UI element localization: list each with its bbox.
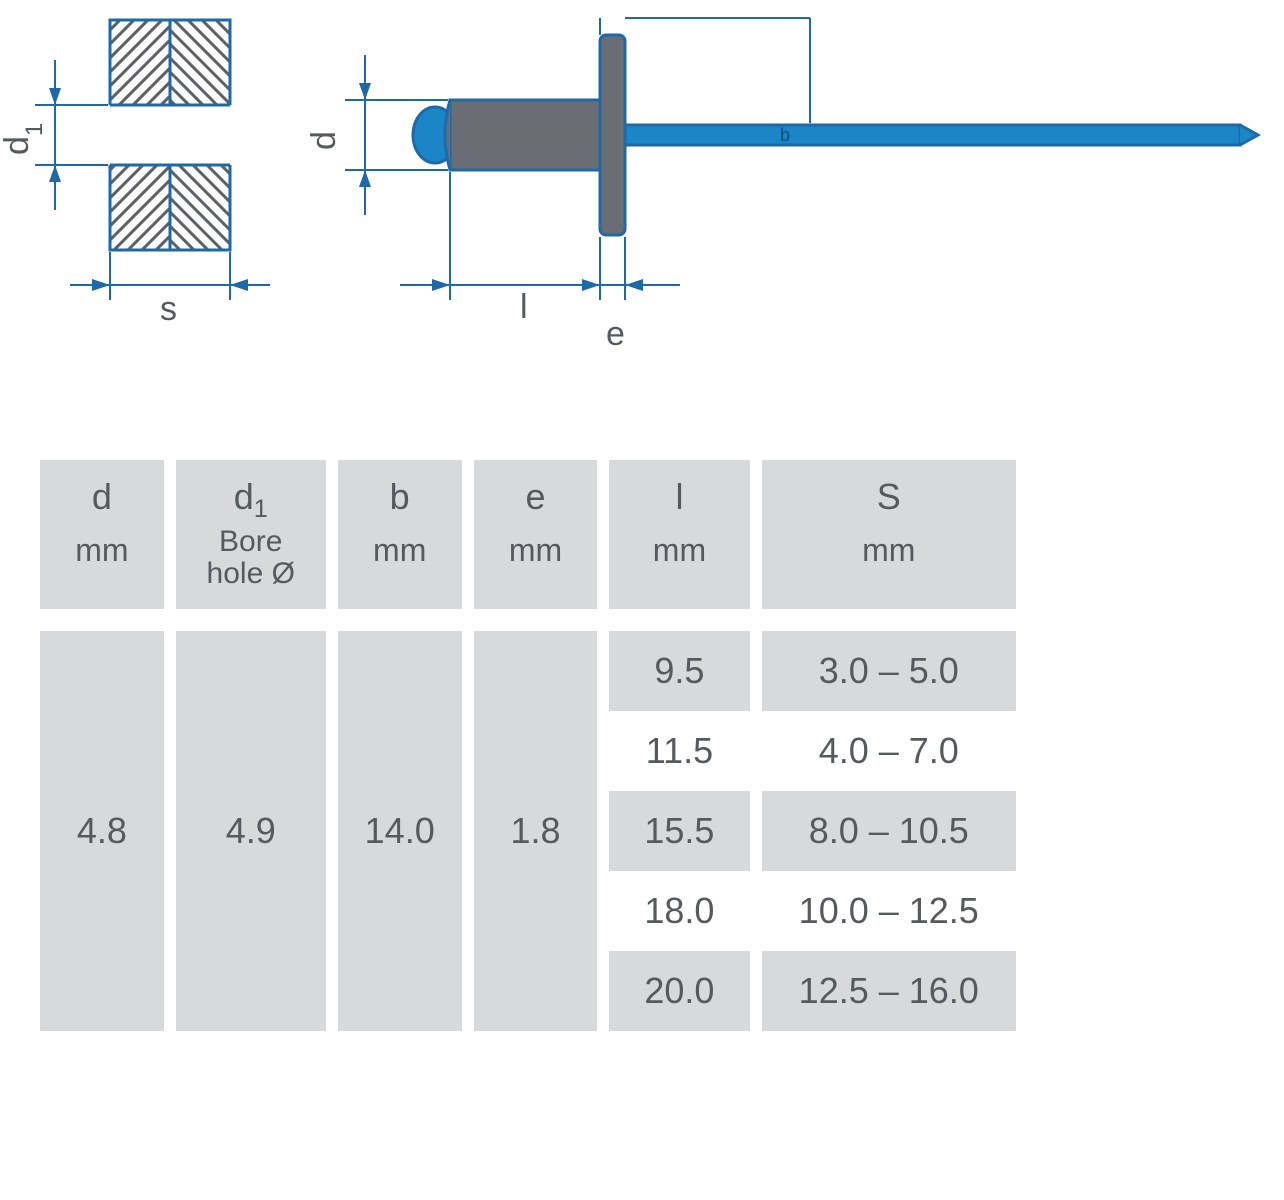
rivet-side-view: b d — [305, 18, 1258, 353]
col-S-symbol: S — [770, 476, 1008, 518]
technical-diagram: d1 s — [0, 0, 1284, 360]
table-header-row: d mm d1 Borehole Ø b mm e mm — [40, 460, 1016, 609]
col-b-symbol: b — [346, 476, 454, 518]
col-S-stack: 3.0 – 5.0 4.0 – 7.0 8.0 – 10.5 10.0 – 12… — [762, 631, 1016, 1031]
dim-l-e: l e — [400, 172, 680, 353]
col-d1-symbol: d1 — [184, 476, 318, 524]
label-d1: d — [0, 136, 36, 155]
svg-text:d1: d1 — [0, 123, 48, 155]
cell-S-1: 4.0 – 7.0 — [762, 711, 1016, 791]
col-l-stack: 9.5 11.5 15.5 18.0 20.0 — [609, 631, 749, 1031]
cell-S-0: 3.0 – 5.0 — [762, 631, 1016, 711]
col-b-unit: mm — [346, 532, 454, 569]
label-e: e — [606, 315, 625, 353]
col-e-symbol: e — [482, 476, 590, 518]
cell-b: 14.0 — [338, 631, 462, 1031]
col-d-unit: mm — [48, 532, 156, 569]
label-b-on-shaft: b — [780, 125, 790, 145]
col-l-unit: mm — [617, 532, 741, 569]
cell-l-1: 11.5 — [609, 711, 749, 791]
dim-s: s — [70, 252, 270, 328]
cell-d: 4.8 — [40, 631, 164, 1031]
label-l: l — [520, 288, 528, 326]
cell-S-3: 10.0 – 12.5 — [762, 871, 1016, 951]
table-data-row: 4.8 4.9 14.0 1.8 9.5 11.5 15.5 18.0 20.0… — [40, 631, 1016, 1031]
cell-S-4: 12.5 – 16.0 — [762, 951, 1016, 1031]
cell-l-3: 18.0 — [609, 871, 749, 951]
cross-section: d1 s — [0, 20, 270, 328]
col-d-symbol: d — [48, 476, 156, 518]
cell-l-4: 20.0 — [609, 951, 749, 1031]
cell-l-0: 9.5 — [609, 631, 749, 711]
spec-table: d mm d1 Borehole Ø b mm e mm — [28, 460, 1028, 1031]
col-d1-subtext: Borehole Ø — [184, 526, 318, 589]
cell-e: 1.8 — [474, 631, 598, 1031]
cell-S-2: 8.0 – 10.5 — [762, 791, 1016, 871]
label-d: d — [305, 131, 343, 150]
dim-d1: d1 — [0, 60, 108, 210]
col-e-unit: mm — [482, 532, 590, 569]
cell-l-2: 15.5 — [609, 791, 749, 871]
cell-d1: 4.9 — [176, 631, 326, 1031]
col-l-symbol: l — [617, 476, 741, 518]
label-s: s — [160, 290, 177, 328]
col-S-unit: mm — [770, 532, 1008, 569]
